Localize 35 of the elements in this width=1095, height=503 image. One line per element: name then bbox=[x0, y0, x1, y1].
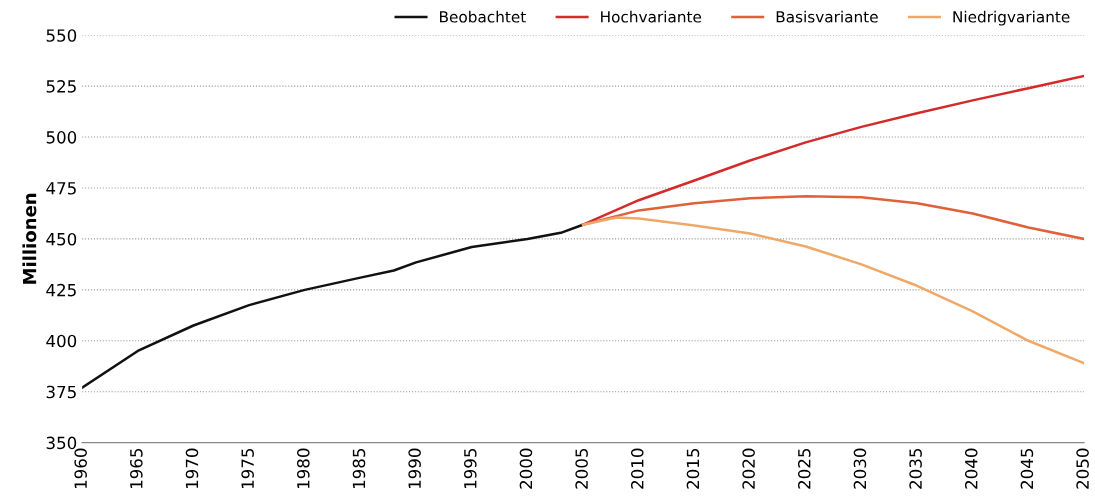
y-tick-label: 350 bbox=[46, 436, 77, 450]
x-tick-label: 1995 bbox=[463, 448, 477, 489]
legend-label: Beobachtet bbox=[440, 10, 526, 23]
x-tick-label: 1985 bbox=[352, 448, 366, 489]
y-tick-label: 375 bbox=[46, 385, 76, 399]
line-series bbox=[82, 223, 585, 389]
x-tick-label: 1980 bbox=[297, 448, 310, 489]
x-tick-label: 1970 bbox=[185, 448, 199, 489]
y-tick-label: 550 bbox=[46, 29, 77, 42]
y-tick-label: 525 bbox=[46, 80, 76, 93]
x-tick-label: 1990 bbox=[408, 448, 421, 489]
x-tick-label: 2045 bbox=[1020, 448, 1034, 489]
x-tick-label: 2005 bbox=[575, 448, 588, 489]
x-tick-label: 2010 bbox=[630, 448, 644, 489]
x-tick-label: 2040 bbox=[964, 448, 978, 489]
x-tick-label: 1965 bbox=[130, 448, 143, 489]
y-tick-label: 500 bbox=[46, 131, 77, 144]
x-tick-label: 2020 bbox=[742, 448, 755, 489]
x-tick-label: 1960 bbox=[74, 448, 87, 489]
line-series bbox=[581, 216, 1085, 365]
x-tick-label: 2035 bbox=[909, 448, 922, 489]
y-tick-label: 425 bbox=[46, 283, 76, 297]
legend-label: Niedrigvariante bbox=[953, 10, 1070, 26]
x-tick-label: 2000 bbox=[519, 448, 533, 489]
y-tick-label: 450 bbox=[46, 232, 77, 246]
x-tick-label: 1975 bbox=[241, 448, 254, 489]
legend-label: Hochvariante bbox=[601, 10, 702, 23]
legend-label: Basisvariante bbox=[776, 10, 878, 23]
x-tick-label: 2015 bbox=[686, 448, 700, 489]
x-tick-label: 2050 bbox=[1076, 448, 1089, 489]
y-tick-label: 400 bbox=[46, 334, 77, 348]
y-tick-label: 475 bbox=[46, 182, 76, 195]
x-tick-label: 2025 bbox=[797, 448, 811, 489]
y-axis-title: Millionen bbox=[22, 193, 37, 284]
x-tick-label: 2030 bbox=[853, 448, 867, 489]
